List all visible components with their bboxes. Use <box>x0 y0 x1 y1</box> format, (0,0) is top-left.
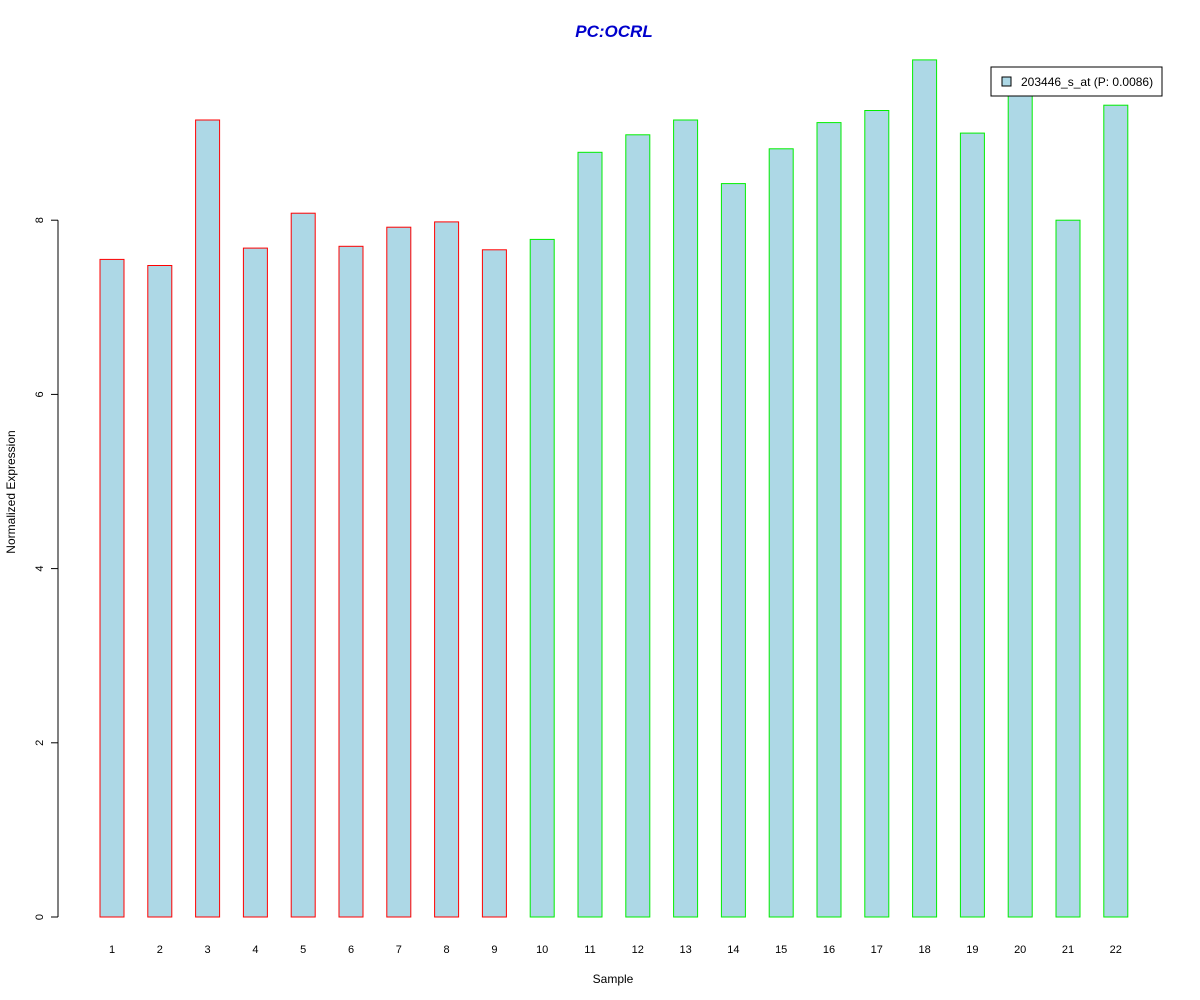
bar-sample-14 <box>720 183 746 918</box>
y-tick-label: 4 <box>34 566 46 572</box>
chart-title: PC:OCRL <box>575 22 652 41</box>
x-tick-label: 19 <box>966 944 978 956</box>
bar-sample-10 <box>529 238 555 918</box>
bar-sample-3 <box>195 119 221 918</box>
y-tick-label: 6 <box>34 391 46 397</box>
bar-sample-2 <box>147 265 173 918</box>
bar-sample-12 <box>625 134 651 918</box>
x-tick-label: 18 <box>918 944 930 956</box>
legend: 203446_s_at (P: 0.0086) <box>990 66 1163 97</box>
x-tick-label: 12 <box>632 944 644 956</box>
bar-sample-6 <box>338 245 364 918</box>
y-tick-label: 0 <box>34 914 46 920</box>
bar-sample-5 <box>290 212 316 918</box>
bar-sample-22 <box>1103 104 1129 918</box>
y-axis: 0 2 4 6 8 <box>34 217 59 920</box>
legend-label: 203446_s_at (P: 0.0086) <box>1021 75 1153 89</box>
y-tick-label: 2 <box>34 740 46 746</box>
bar-sample-20 <box>1007 90 1033 918</box>
bar-sample-19 <box>959 132 985 918</box>
bar-sample-18 <box>912 59 938 918</box>
bar-sample-9 <box>481 249 507 918</box>
x-axis-label: Sample <box>593 972 634 986</box>
x-tick-label: 13 <box>679 944 691 956</box>
x-tick-label: 8 <box>444 944 450 956</box>
y-axis-label: Normalized Expression <box>4 430 18 553</box>
x-tick-label: 5 <box>300 944 306 956</box>
bar-sample-15 <box>768 148 794 918</box>
x-tick-label: 2 <box>157 944 163 956</box>
bar-sample-8 <box>434 221 460 918</box>
bar-sample-4 <box>242 247 268 918</box>
y-tick-label: 8 <box>34 217 46 223</box>
bar-sample-11 <box>577 151 603 918</box>
bar-sample-13 <box>673 119 699 918</box>
x-tick-label: 20 <box>1014 944 1026 956</box>
x-tick-label: 7 <box>396 944 402 956</box>
bar-sample-1 <box>99 258 125 918</box>
legend-box <box>990 66 1163 97</box>
x-tick-label: 14 <box>727 944 739 956</box>
x-tick-label: 9 <box>491 944 497 956</box>
x-tick-labels: 1 2 3 4 5 6 7 8 9 10 11 12 13 14 15 16 17 18 19 20 21 22 <box>109 944 1122 956</box>
x-tick-label: 6 <box>348 944 354 956</box>
legend-swatch <box>1001 76 1012 87</box>
x-tick-label: 17 <box>871 944 883 956</box>
x-tick-label: 1 <box>109 944 115 956</box>
bar-sample-7 <box>386 226 412 918</box>
x-tick-label: 11 <box>584 944 595 956</box>
x-tick-label: 4 <box>252 944 258 956</box>
bar-sample-17 <box>864 110 890 918</box>
x-tick-label: 16 <box>823 944 835 956</box>
bar-sample-16 <box>816 122 842 918</box>
x-tick-label: 21 <box>1062 944 1074 956</box>
x-tick-label: 3 <box>205 944 211 956</box>
bar-sample-21 <box>1055 219 1081 918</box>
bars-group <box>99 59 1129 918</box>
x-tick-label: 22 <box>1110 944 1122 956</box>
x-tick-label: 10 <box>536 944 548 956</box>
x-tick-label: 15 <box>775 944 787 956</box>
